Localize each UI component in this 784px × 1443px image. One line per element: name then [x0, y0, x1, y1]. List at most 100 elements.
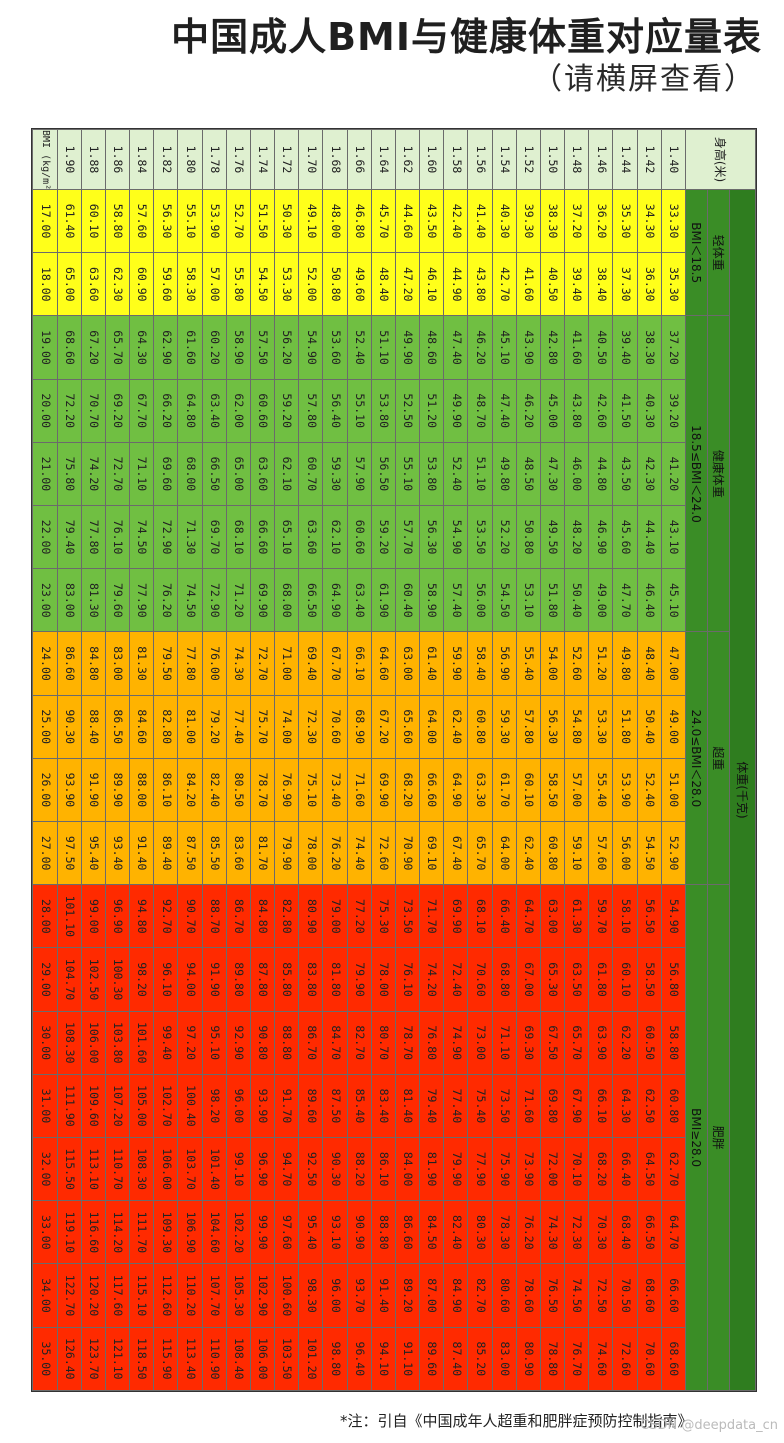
weight-cell: 68.60 [661, 1327, 686, 1391]
weight-cell: 93.90 [57, 758, 82, 822]
weight-cell: 59.30 [492, 695, 517, 759]
weight-cell: 69.30 [516, 1011, 541, 1075]
weight-cell: 115.90 [153, 1327, 178, 1391]
weight-cell: 64.00 [492, 821, 517, 885]
weight-cell: 53.10 [516, 568, 541, 632]
weight-cell: 60.40 [395, 568, 420, 632]
weight-cell: 67.50 [540, 1011, 565, 1075]
weight-cell: 91.90 [81, 758, 106, 822]
weight-cell: 46.10 [419, 252, 444, 316]
weight-cell: 62.30 [105, 252, 130, 316]
weight-cell: 86.70 [298, 1011, 323, 1075]
weight-cell: 53.80 [419, 442, 444, 506]
bmi-value-cell: 23.00 [32, 568, 58, 632]
weight-cell: 71.00 [274, 631, 299, 696]
bmi-value-cell: 24.00 [32, 631, 58, 696]
weight-cell: 47.40 [492, 379, 517, 443]
weight-cell: 81.80 [322, 947, 348, 1012]
weight-cell: 64.70 [661, 1200, 686, 1264]
weight-cell: 108.30 [129, 1137, 154, 1201]
bmi-row-label: BMI (kg/m²) [32, 129, 58, 190]
weight-cell: 96.00 [226, 1074, 251, 1138]
watermark: CSDN @deepdata_cn [640, 1418, 778, 1433]
height-cell: 1.64 [371, 129, 396, 190]
weight-cell: 99.40 [153, 1011, 178, 1075]
weight-header: 体重(千克) [729, 189, 756, 1391]
weight-cell: 65.30 [540, 947, 565, 1012]
weight-cell: 79.90 [443, 1137, 468, 1201]
weight-cell: 45.00 [540, 379, 565, 443]
bmi-value-cell: 29.00 [32, 947, 58, 1012]
weight-cell: 84.70 [322, 1011, 348, 1075]
weight-cell: 75.80 [57, 442, 82, 506]
weight-cell: 113.40 [177, 1327, 203, 1391]
weight-cell: 96.90 [105, 884, 130, 948]
weight-cell: 73.90 [516, 1137, 541, 1201]
weight-cell: 83.80 [298, 947, 323, 1012]
weight-cell: 101.40 [202, 1137, 227, 1201]
weight-cell: 53.90 [612, 758, 638, 822]
weight-cell: 92.70 [153, 884, 178, 948]
weight-cell: 81.30 [129, 631, 154, 696]
weight-cell: 87.80 [250, 947, 275, 1012]
weight-cell: 56.90 [492, 631, 517, 696]
weight-cell: 58.40 [467, 631, 493, 696]
weight-cell: 72.40 [443, 947, 468, 1012]
weight-cell: 33.30 [661, 189, 686, 253]
weight-cell: 72.50 [588, 1263, 613, 1328]
weight-cell: 106.00 [250, 1327, 275, 1391]
weight-cell: 76.90 [274, 758, 299, 822]
weight-cell: 57.80 [516, 695, 541, 759]
weight-cell: 60.10 [81, 189, 106, 253]
weight-cell: 49.80 [612, 631, 638, 696]
height-cell: 1.44 [612, 129, 638, 190]
weight-cell: 84.00 [395, 1137, 420, 1201]
weight-cell: 46.20 [467, 315, 493, 380]
weight-cell: 65.00 [57, 252, 82, 316]
weight-cell: 73.40 [322, 758, 348, 822]
weight-cell: 71.60 [347, 758, 372, 822]
category-range-header: 24.0≤BMI＜28.0 [685, 631, 708, 885]
weight-cell: 68.80 [492, 947, 517, 1012]
weight-cell: 110.90 [202, 1327, 227, 1391]
weight-cell: 81.40 [395, 1074, 420, 1138]
table-row: 1.42 34.30 36.30 38.30 40.30 42.30 44.40 46.40 4… [637, 129, 662, 1391]
weight-cell: 63.90 [588, 1011, 613, 1075]
height-cell: 1.80 [177, 129, 203, 190]
table-row: 1.70 49.10 52.00 54.90 57.80 60.70 63.60 66.50 6… [298, 129, 323, 1391]
weight-cell: 72.60 [612, 1327, 638, 1391]
weight-cell: 52.60 [564, 631, 589, 696]
weight-cell: 83.00 [105, 631, 130, 696]
weight-cell: 68.00 [274, 568, 299, 632]
weight-cell: 57.50 [250, 315, 275, 380]
weight-cell: 40.30 [637, 379, 662, 443]
weight-cell: 77.40 [443, 1074, 468, 1138]
weight-cell: 111.70 [129, 1200, 154, 1264]
weight-cell: 95.10 [202, 1011, 227, 1075]
weight-cell: 49.80 [492, 442, 517, 506]
weight-cell: 74.90 [443, 1011, 468, 1075]
weight-cell: 54.90 [661, 884, 686, 948]
weight-cell: 64.30 [612, 1074, 638, 1138]
weight-cell: 43.50 [612, 442, 638, 506]
weight-cell: 66.10 [588, 1074, 613, 1138]
weight-cell: 94.10 [371, 1327, 396, 1391]
weight-cell: 54.50 [250, 252, 275, 316]
table-row: 1.78 53.90 57.00 60.20 63.40 66.50 69.70 72.90 7… [202, 129, 227, 1391]
weight-cell: 51.00 [661, 758, 686, 822]
weight-cell: 109.30 [153, 1200, 178, 1264]
weight-cell: 38.30 [540, 189, 565, 253]
table-row: 1.44 35.30 37.30 39.40 41.50 43.50 45.60 47.70 4… [612, 129, 638, 1391]
weight-cell: 76.70 [564, 1327, 589, 1391]
weight-cell: 97.60 [274, 1200, 299, 1264]
weight-cell: 63.60 [81, 252, 106, 316]
weight-cell: 59.60 [153, 252, 178, 316]
table-row: 1.48 37.20 39.40 41.60 43.80 46.00 48.20 50.40 5… [564, 129, 589, 1391]
weight-cell: 78.00 [298, 821, 323, 885]
weight-cell: 48.50 [516, 442, 541, 506]
height-cell: 1.68 [322, 129, 348, 190]
weight-cell: 106.00 [153, 1137, 178, 1201]
weight-cell: 36.20 [588, 189, 613, 253]
weight-cell: 91.10 [395, 1327, 420, 1391]
height-cell: 1.86 [105, 129, 130, 190]
